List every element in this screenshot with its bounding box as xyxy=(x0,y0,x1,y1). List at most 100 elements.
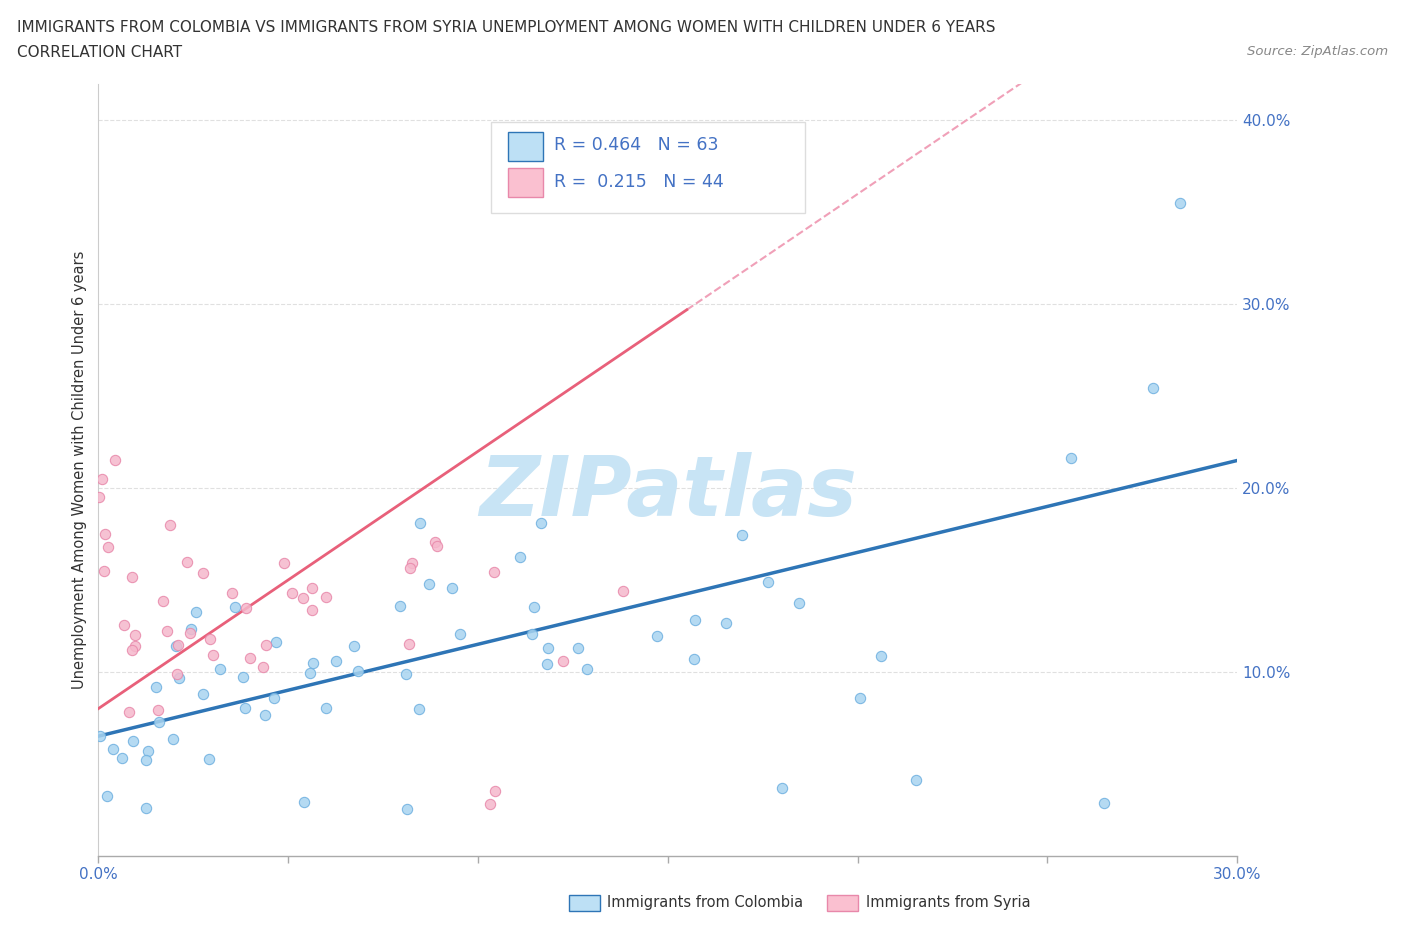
Point xyxy=(567,640,589,655)
Point xyxy=(94,526,117,541)
Text: R = 0.464   N = 63: R = 0.464 N = 63 xyxy=(554,137,718,154)
Point xyxy=(121,643,143,658)
Point xyxy=(281,586,304,601)
Point xyxy=(193,687,215,702)
Point xyxy=(315,701,337,716)
Point xyxy=(683,651,706,666)
FancyBboxPatch shape xyxy=(491,122,804,213)
Point xyxy=(145,680,167,695)
Point xyxy=(292,591,315,605)
Point xyxy=(409,515,432,530)
Text: ZIPatlas: ZIPatlas xyxy=(479,452,856,533)
Point xyxy=(1060,451,1083,466)
Point xyxy=(232,670,254,684)
Point xyxy=(169,671,191,685)
Point xyxy=(787,595,810,610)
Point xyxy=(165,638,187,653)
Point xyxy=(97,539,120,554)
Point xyxy=(401,556,423,571)
Bar xyxy=(509,167,543,197)
Point xyxy=(520,627,543,642)
Point xyxy=(905,772,928,787)
Point xyxy=(523,599,546,614)
Point xyxy=(1142,380,1164,395)
Point xyxy=(478,797,501,812)
Point xyxy=(89,490,111,505)
Point xyxy=(530,516,553,531)
Point xyxy=(167,638,190,653)
Point xyxy=(254,638,277,653)
Point xyxy=(315,590,337,604)
Point xyxy=(186,604,208,619)
Point xyxy=(176,554,198,569)
Point xyxy=(254,708,277,723)
Point xyxy=(298,666,321,681)
Point xyxy=(423,534,446,549)
Point xyxy=(166,666,188,681)
Point xyxy=(551,654,574,669)
Point xyxy=(770,781,793,796)
Point xyxy=(136,743,159,758)
Point xyxy=(239,651,262,666)
Point xyxy=(208,662,231,677)
Point xyxy=(612,583,634,598)
Point xyxy=(449,627,471,642)
Point xyxy=(399,561,422,576)
Point xyxy=(148,702,170,717)
Point xyxy=(398,636,420,651)
Point xyxy=(266,635,288,650)
Point xyxy=(325,653,347,668)
Point xyxy=(408,701,430,716)
Point xyxy=(484,565,506,579)
Point xyxy=(112,618,135,632)
Point xyxy=(121,570,143,585)
Point xyxy=(731,527,754,542)
Point xyxy=(1092,795,1115,810)
Point xyxy=(121,734,143,749)
Point xyxy=(388,598,411,613)
Point xyxy=(576,661,599,676)
Text: Immigrants from Colombia: Immigrants from Colombia xyxy=(607,895,803,910)
Text: Immigrants from Syria: Immigrants from Syria xyxy=(866,895,1031,910)
Point xyxy=(135,801,157,816)
Point xyxy=(343,638,366,653)
Point xyxy=(96,789,118,804)
Point xyxy=(536,657,558,671)
Point xyxy=(197,751,219,766)
Point xyxy=(233,701,256,716)
Point xyxy=(224,600,246,615)
Point xyxy=(716,616,738,631)
Y-axis label: Unemployment Among Women with Children Under 6 years: Unemployment Among Women with Children U… xyxy=(72,250,87,689)
Point xyxy=(148,715,170,730)
Point xyxy=(103,741,125,756)
Point xyxy=(509,550,531,565)
Point xyxy=(90,472,112,486)
Point xyxy=(103,453,125,468)
Point xyxy=(179,626,201,641)
Point xyxy=(124,639,146,654)
Point xyxy=(124,628,146,643)
Point xyxy=(235,600,257,615)
Point xyxy=(426,538,449,553)
Text: R =  0.215   N = 44: R = 0.215 N = 44 xyxy=(554,173,724,191)
Text: IMMIGRANTS FROM COLOMBIA VS IMMIGRANTS FROM SYRIA UNEMPLOYMENT AMONG WOMEN WITH : IMMIGRANTS FROM COLOMBIA VS IMMIGRANTS F… xyxy=(17,20,995,35)
Point xyxy=(537,641,560,656)
Text: Source: ZipAtlas.com: Source: ZipAtlas.com xyxy=(1247,45,1388,58)
Point xyxy=(110,751,132,765)
Point xyxy=(252,659,274,674)
Point xyxy=(89,728,111,743)
Point xyxy=(135,753,157,768)
Point xyxy=(395,802,418,817)
Point xyxy=(301,603,323,618)
Point xyxy=(683,612,706,627)
Point xyxy=(156,624,179,639)
Point xyxy=(849,691,872,706)
Point xyxy=(292,794,315,809)
Point xyxy=(263,691,285,706)
Point xyxy=(221,586,243,601)
Point xyxy=(301,580,323,595)
Point xyxy=(202,648,225,663)
Point xyxy=(645,629,668,644)
Point xyxy=(180,621,202,636)
Point xyxy=(191,565,214,580)
